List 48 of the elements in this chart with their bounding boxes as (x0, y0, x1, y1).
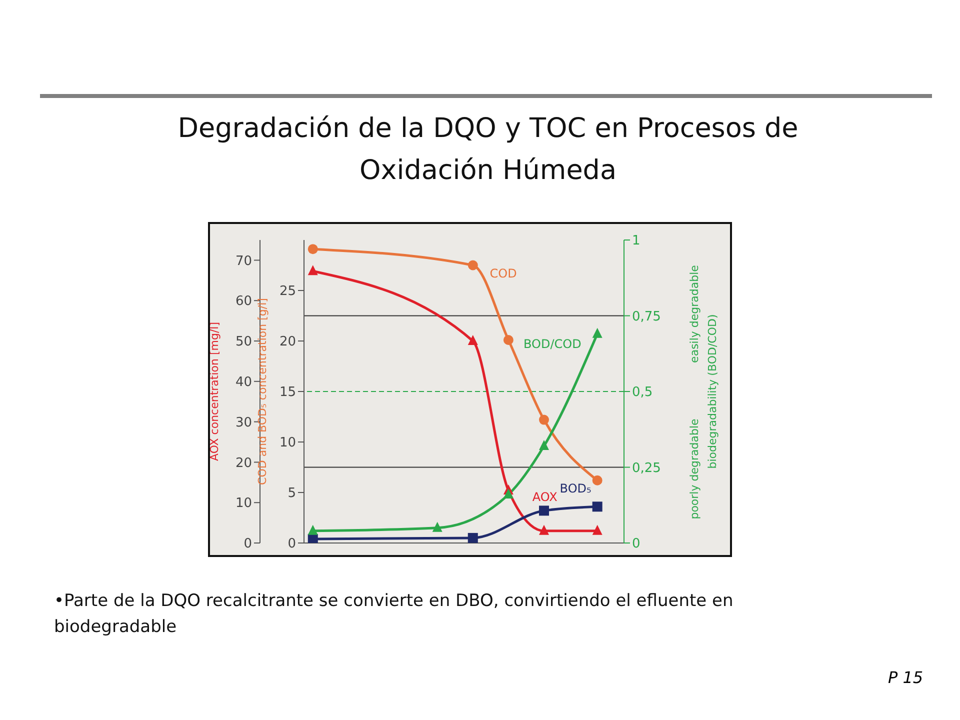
y-tick-label: 5 (288, 486, 296, 502)
point (308, 524, 318, 535)
y3-axis-title: AOX concentration [mg/l] (208, 322, 221, 462)
text: •Parte de la DQO recalcitrante se convierte en DBO, convirtiendo el efluente en biodegradable (54, 590, 734, 639)
series-label: AOX (532, 490, 558, 504)
y2-tick-label: 0 (632, 536, 640, 552)
y2-axis-title: biodegradability (BOD/COD) (706, 314, 719, 469)
y-tick-label: 20 (279, 334, 296, 350)
y2-tick-label: 0,75 (632, 309, 661, 324)
point (468, 260, 478, 270)
point (592, 328, 602, 338)
y3-tick-label: 30 (235, 415, 252, 430)
point (432, 522, 442, 532)
text: poorly degradable (688, 418, 701, 520)
y2-tick-label: 1 (632, 234, 640, 249)
series-label: BOD/COD (524, 336, 582, 351)
y-axis-title: COD and BOD₅ concentration [g/l] (256, 298, 269, 485)
point (539, 524, 549, 535)
y3-tick-label: 20 (235, 456, 252, 471)
point (539, 414, 549, 425)
y3-tick-label: 50 (235, 334, 252, 350)
series-label: BOD₅ (560, 482, 592, 496)
point (592, 475, 602, 486)
text: P 15 (888, 668, 924, 687)
y3-tick-label: 60 (235, 294, 252, 310)
y2-tick-label: 0,5 (632, 385, 653, 400)
text: easily degradable (688, 264, 701, 363)
y2-tick-label: 0,25 (632, 460, 661, 476)
point (308, 244, 318, 254)
y3-tick-label: 10 (235, 496, 252, 512)
point (308, 265, 318, 276)
y-tick-label: 25 (279, 284, 296, 300)
y-tick-label: 15 (279, 385, 296, 400)
chart-title: Degradación de la DQO y TOC en Procesos de Oxidación Húmeda (176, 112, 800, 188)
y-tick-label: 0 (288, 536, 296, 552)
y-tick-label: 10 (279, 436, 296, 451)
point (503, 488, 514, 499)
point (592, 524, 602, 535)
point (468, 532, 478, 543)
y3-tick-label: 40 (235, 375, 252, 390)
series-label: COD (490, 266, 517, 280)
y3-tick-label: 70 (235, 254, 252, 269)
point (592, 502, 602, 512)
point (539, 440, 549, 450)
y3-tick-label: 0 (244, 536, 252, 552)
point (503, 334, 514, 345)
point (539, 506, 549, 516)
point (468, 335, 478, 345)
